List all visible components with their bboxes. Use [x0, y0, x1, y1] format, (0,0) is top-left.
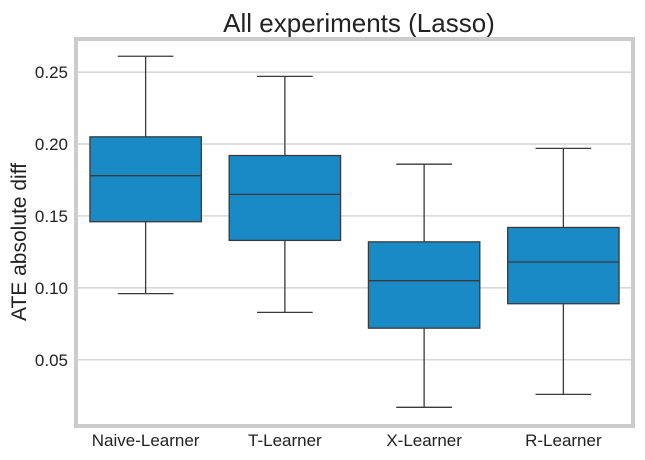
y-axis-ticks: 0.05 0.10 0.15 0.20 0.25: [35, 63, 68, 370]
y-tick-label: 0.05: [35, 351, 68, 370]
y-tick-label: 0.15: [35, 207, 68, 226]
iqr-box: [228, 154, 342, 242]
iqr-box: [89, 136, 202, 223]
y-tick-label: 0.10: [35, 279, 68, 298]
x-tick-label: Naive-Learner: [92, 431, 200, 450]
y-tick-label: 0.25: [35, 63, 68, 82]
x-tick-label: T-Learner: [248, 431, 322, 450]
x-tick-label: R-Learner: [525, 431, 602, 450]
iqr-box: [367, 241, 481, 329]
box-x-learner: [367, 163, 481, 408]
plot-frame: [74, 37, 635, 428]
box-series: [89, 55, 620, 408]
y-tick-label: 0.20: [35, 135, 68, 154]
box-t-learner: [228, 75, 342, 313]
box-naive-learner: [89, 55, 202, 295]
x-tick-label: X-Learner: [386, 431, 462, 450]
y-axis-label: ATE absolute diff: [8, 163, 31, 321]
iqr-box: [507, 226, 620, 305]
box-r-learner: [507, 147, 620, 395]
x-axis-ticks: Naive-Learner T-Learner X-Learner R-Learner: [92, 431, 602, 450]
chart-title: All experiments (Lasso): [223, 8, 495, 38]
